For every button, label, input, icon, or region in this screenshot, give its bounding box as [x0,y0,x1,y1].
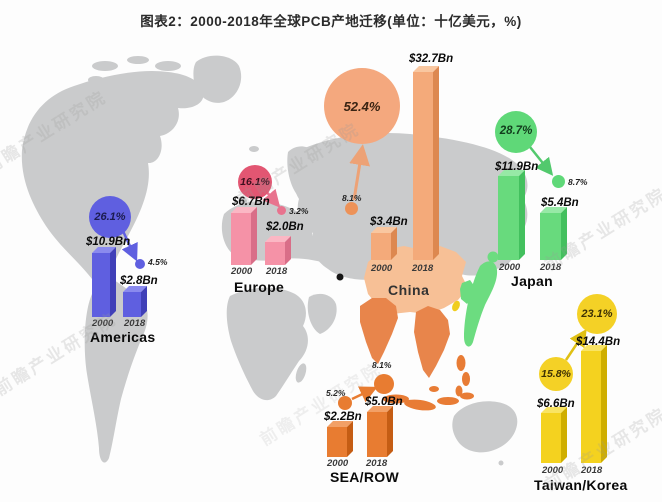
taiwan-growth-arrow [564,328,587,361]
japan-highlighted [464,261,498,347]
indonesia-island [437,397,459,405]
borneo-island [429,386,439,392]
japan-decline-arrow [529,146,554,176]
map-marker-dot [336,273,344,281]
china-highlighted [364,246,468,314]
china-growth-arrow [349,144,370,201]
korea-highlighted [460,280,475,304]
iceland-island [249,146,259,152]
india-highlighted [360,298,398,364]
arabia-landmass [307,293,337,334]
indochina-highlighted [414,306,450,378]
greenland-landmass [193,55,242,103]
uk-island [238,196,248,210]
sea-growth-arrow [351,386,378,403]
philippines-island [455,385,463,397]
philippines-island [462,372,470,386]
indonesia-island [460,392,474,400]
australia-landmass [452,401,518,453]
philippines-island [456,355,466,371]
arctic-island [127,56,149,64]
taiwan-highlighted [452,300,460,312]
indonesia-island [404,399,436,411]
south-america-landmass [84,287,148,463]
tasmania-island [498,460,504,466]
north-america-landmass [21,70,204,303]
indonesia-island [383,394,409,404]
africa-landmass [226,287,308,401]
arctic-island [88,76,104,84]
hokkaido-island [487,251,499,263]
asia-landmass [292,132,528,280]
madagascar-island [295,363,307,383]
europe-decline-arrow [262,188,281,208]
americas-decline-arrow [121,230,138,262]
chart-title: 图表2：2000-2018年全球PCB产地迁移(单位：十亿美元，%) [140,14,522,29]
arctic-island [92,61,118,71]
china-map-label: China [388,282,430,298]
arctic-island [155,61,181,71]
